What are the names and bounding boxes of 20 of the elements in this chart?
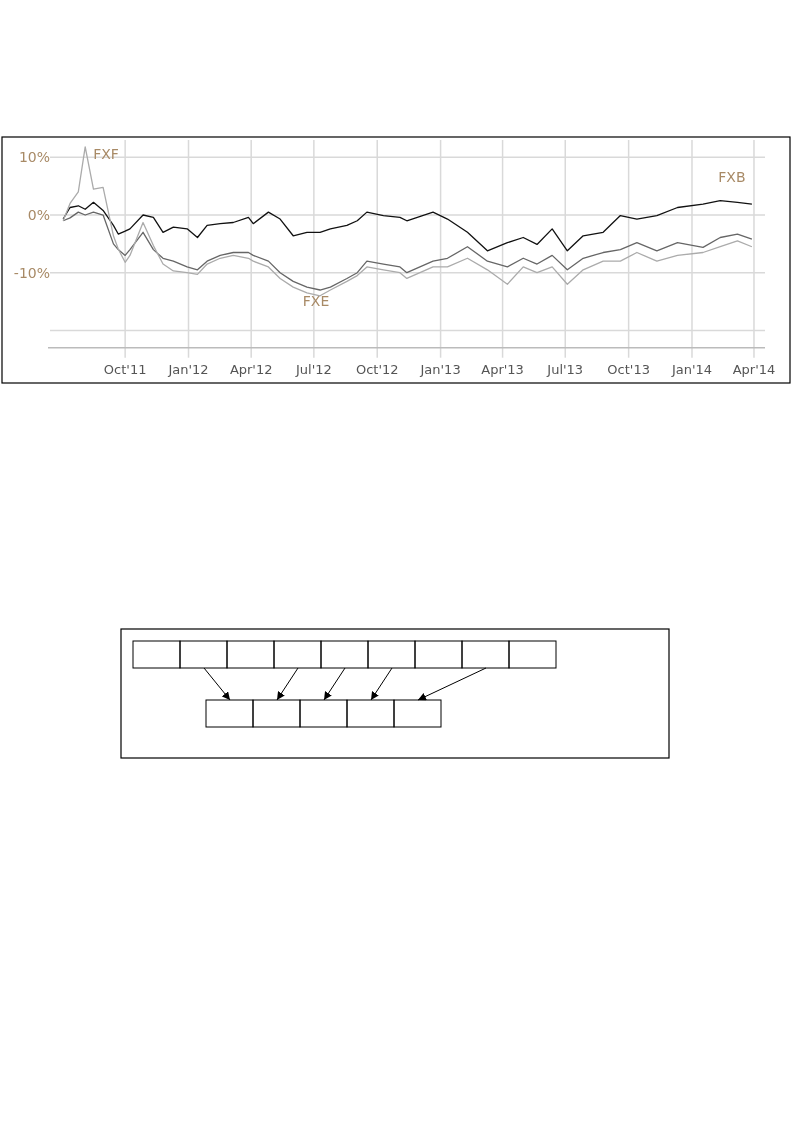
line-series (62, 146, 753, 297)
x-tick-label: Jul'13 (546, 361, 584, 377)
x-tick-label: Apr'13 (481, 361, 524, 377)
x-tick-label: Oct'12 (355, 361, 399, 377)
y-tick-label: 0% (27, 206, 50, 223)
x-tick-label: Jan'12 (167, 361, 209, 377)
x-tick-label: Jan'14 (670, 361, 713, 377)
x-tick-label: Jan'13 (419, 361, 461, 377)
x-tick-label: Apr'12 (229, 361, 273, 377)
x-tick-label: Oct'13 (607, 361, 650, 377)
line-series (62, 211, 753, 291)
x-tick-label: Oct'11 (103, 361, 147, 377)
line-series (62, 199, 753, 252)
series-label: FXE (302, 293, 330, 310)
series-label: FXF (93, 145, 119, 162)
y-tick-label: 10% (18, 149, 50, 166)
y-tick-label: -10% (13, 264, 50, 281)
x-tick-label: Apr'14 (732, 361, 776, 377)
series-label: FXB (718, 169, 746, 186)
x-tick-label: Jul'12 (294, 361, 332, 377)
